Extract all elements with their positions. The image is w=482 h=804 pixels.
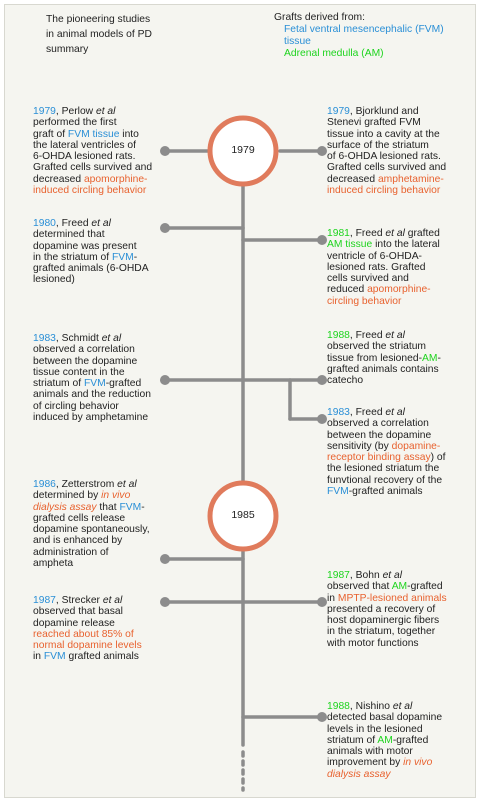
entry-1987-bohn: 1987, Bohn et al observed that AM-grafte… <box>327 570 447 649</box>
entry-1986-zetterstrom: 1986, Zetterstrom et al determined by in… <box>33 479 150 570</box>
entry-1980-freed: 1980, Freed et al determined that dopami… <box>33 218 149 286</box>
milestone-circle-1985 <box>207 480 279 552</box>
legend-title: Grafts derived from: <box>274 12 365 23</box>
entry-1983-schmidt: 1983, Schmidt et al observed a correlati… <box>33 333 151 424</box>
milestone-label-1979: 1979 <box>231 144 255 156</box>
entry-1983-freed: 1983, Freed et al observed a correlation… <box>327 407 446 498</box>
milestone-circle-1979 <box>207 115 279 187</box>
entry-1979-bjorklund: 1979, Bjorklund and Stenevi grafted FVM … <box>327 106 447 197</box>
legend-am: Adrenal medulla (AM) <box>284 48 384 59</box>
entry-1988-nishino: 1988, Nishino et al detected basal dopam… <box>327 701 443 780</box>
entry-1979-perlow: 1979, Perlow et al performed the first g… <box>33 106 153 197</box>
legend-fvm: Fetal ventral mesencephalic (FVM) tissue <box>284 24 444 47</box>
figure-title: The pioneering studies in animal models … <box>46 14 152 55</box>
entry-1981-freed: 1981, Freed et al grafted AM tissue into… <box>327 228 440 307</box>
legend: Grafts derived from: Fetal ventral mesen… <box>274 12 470 60</box>
entry-1987-strecker: 1987, Strecker et al observed that basal… <box>33 595 142 663</box>
milestone-label-1985: 1985 <box>231 509 255 521</box>
entry-1988-freed: 1988, Freed et al observed the striatum … <box>327 330 441 387</box>
